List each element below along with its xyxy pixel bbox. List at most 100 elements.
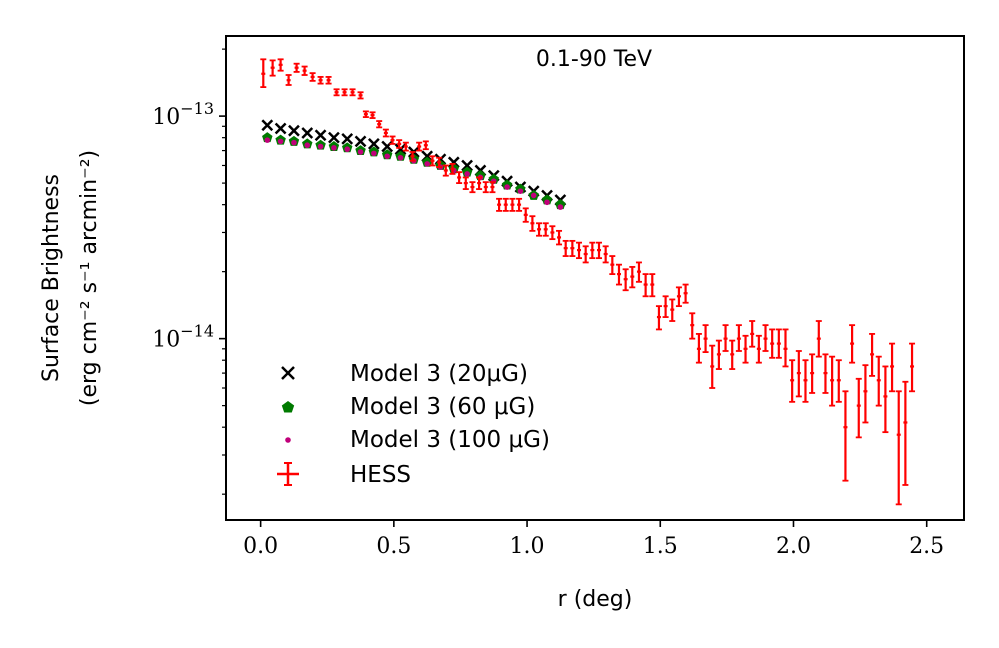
hess-point [269, 59, 276, 77]
hess-point [835, 359, 842, 403]
x-stroke [341, 133, 354, 145]
hess-point [749, 320, 756, 348]
hess-point [542, 222, 549, 237]
hess-point [855, 377, 862, 439]
hess-point [595, 241, 602, 260]
model3-20-point [447, 156, 460, 169]
hess-point [382, 128, 389, 138]
model3-100-point [291, 139, 297, 146]
hess-point [409, 151, 416, 162]
hess-point [422, 140, 429, 151]
hess-point [742, 334, 749, 364]
hess-point [889, 342, 896, 393]
hess-point [875, 355, 882, 407]
x-stroke [354, 135, 367, 148]
hess-point [642, 273, 649, 298]
hess-point [649, 273, 656, 298]
legend-marker-model3-60 [281, 401, 295, 413]
hess-point [325, 76, 332, 85]
model3-100-point [357, 149, 364, 155]
legend-marker-model3-100 [285, 437, 291, 443]
y-axis-label-line2: (erg cm⁻² s⁻¹ arcmin⁻²) [77, 150, 102, 406]
model3-20-point [341, 133, 354, 145]
x-stroke [288, 124, 300, 137]
hess-point [702, 324, 709, 353]
x-stroke [261, 119, 274, 132]
model3-100-point [557, 204, 564, 210]
hess-point [369, 111, 376, 119]
axis-ticks-layer: 0.0 0.5 1.0 1.5 2.0 2.5 10−14 10−13 [152, 48, 944, 559]
model3-100-point [371, 150, 377, 157]
chart-title: 0.1-90 TeV [536, 47, 652, 72]
model3-100-point [397, 154, 404, 161]
x-stroke [314, 129, 327, 142]
hess-point [869, 333, 876, 377]
x-stroke [367, 138, 380, 150]
hess-point [682, 283, 689, 304]
x-tick-label: 2.5 [909, 534, 944, 559]
hess-point [862, 364, 869, 424]
x-tick-label: 1.5 [643, 534, 678, 559]
x-tick-label: 2.0 [776, 534, 811, 559]
model3-100-point [264, 137, 271, 143]
hess-point [622, 268, 629, 292]
model3-100-point [504, 184, 510, 190]
hess-point [556, 229, 563, 246]
data-marks-layer [260, 58, 916, 506]
model3-20-point [261, 119, 274, 132]
hess-point [842, 390, 849, 482]
model3-100-point [424, 161, 430, 167]
y-tick-label: 10−14 [152, 322, 214, 353]
hess-point [285, 74, 292, 86]
hess-point [569, 239, 576, 257]
hess-point [895, 390, 902, 506]
hess-point [260, 58, 267, 89]
model3-100-point [277, 138, 284, 145]
hess-point [476, 176, 483, 190]
hess-point [695, 333, 702, 364]
hess-point [769, 328, 776, 359]
hess-point [549, 225, 556, 241]
y-tick-label: 10−13 [152, 99, 214, 130]
model3-20-point [314, 129, 327, 142]
hess-point [349, 88, 356, 97]
model3-20-point [274, 122, 287, 135]
hess-point [882, 365, 889, 434]
hess-point [277, 58, 284, 72]
hess-point [909, 342, 916, 393]
legend-label-hess: HESS [350, 462, 411, 488]
legend: Model 3 (20μG) Model 3 (60 μG) Model 3 (… [277, 361, 550, 488]
hess-point [775, 328, 782, 359]
hess-point [849, 324, 856, 364]
hess-point [402, 141, 409, 152]
model3-100-point [384, 153, 390, 160]
hess-point [341, 88, 348, 97]
hess-point [456, 171, 463, 184]
hess-point [576, 241, 583, 260]
hess-point [436, 156, 443, 169]
hess-point [609, 255, 616, 275]
x-tick-label: 0.0 [243, 534, 278, 559]
hess-point [655, 305, 662, 331]
model3-20-point [301, 127, 314, 139]
hess-point [709, 344, 716, 389]
hess-point [317, 76, 324, 85]
hess-point [522, 207, 529, 223]
model3-20-point [328, 131, 340, 144]
x-axis-label: r (deg) [558, 587, 633, 612]
hess-point [602, 245, 609, 264]
hess-point [301, 65, 308, 76]
hess-point [809, 353, 816, 394]
hess-point [735, 324, 742, 352]
hess-point [362, 110, 369, 118]
hess-point [469, 181, 476, 194]
hess-point [629, 266, 636, 289]
y-axis-label-group-2: (erg cm⁻² s⁻¹ arcmin⁻²) [77, 150, 102, 406]
model3-100-point [544, 199, 550, 206]
axes-frame [225, 35, 965, 521]
legend-label-model3-60: Model 3 (60 μG) [350, 394, 535, 420]
x-stroke [274, 122, 287, 135]
hess-point [689, 312, 696, 340]
model3-20-point [354, 135, 367, 148]
